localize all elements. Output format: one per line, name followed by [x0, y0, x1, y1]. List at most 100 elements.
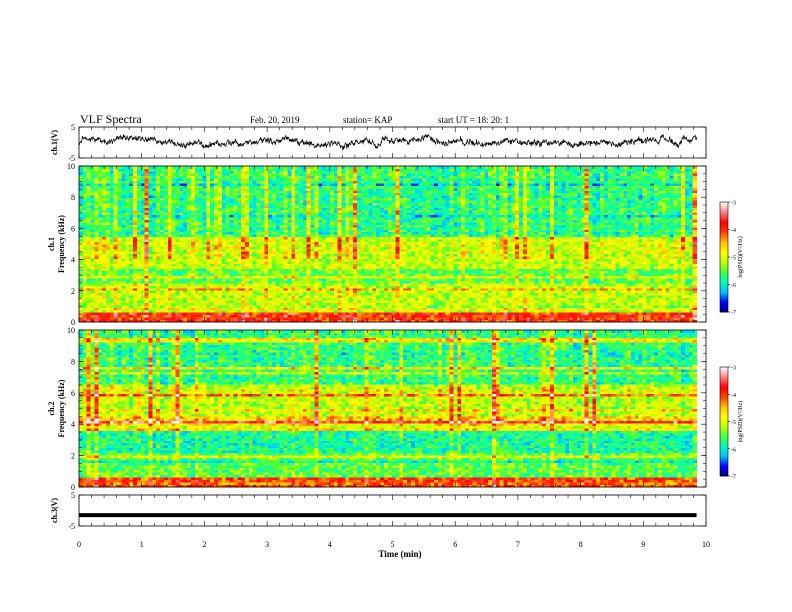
spectrogram-cell — [225, 175, 230, 179]
spectrogram-cell — [106, 246, 111, 250]
spectrogram-cell — [356, 190, 362, 194]
spectrogram-cell — [217, 304, 223, 308]
spectrogram-cell — [337, 244, 342, 247]
spectrogram-cell — [318, 309, 323, 313]
spectrogram-cell — [329, 202, 335, 206]
spectrogram-cell — [264, 263, 269, 267]
spectrogram-cell — [198, 265, 203, 269]
spectrogram-cell — [275, 302, 281, 306]
spectrogram-cell — [94, 200, 99, 203]
spectrogram-cell — [268, 214, 273, 218]
spectrogram-cell — [229, 185, 234, 189]
spectrogram-cell — [272, 273, 277, 277]
spectrogram-cell — [252, 207, 257, 211]
spectrogram-cell — [152, 244, 157, 247]
spectrogram-cell — [94, 234, 99, 238]
spectrogram-cell — [144, 173, 149, 177]
spectrogram-cell — [272, 280, 277, 284]
spectrogram-cell — [302, 170, 308, 174]
spectrogram-cell — [90, 219, 95, 223]
spectrogram-cell — [167, 265, 173, 269]
spectrogram-cell — [248, 214, 254, 218]
spectrogram-cell — [229, 231, 234, 235]
spectrogram-cell — [322, 297, 327, 301]
spectrogram-cell — [144, 224, 149, 228]
spectrogram-cell — [314, 226, 319, 230]
spectrogram-cell — [202, 185, 207, 189]
spectrogram-cell — [318, 212, 323, 216]
spectrogram-cell — [287, 268, 292, 272]
spectrogram-cell — [79, 312, 84, 316]
spectrogram-cell — [129, 287, 134, 291]
spectrogram-cell — [179, 258, 184, 262]
spectrogram-cell — [210, 319, 215, 323]
spectrogram-cell — [237, 195, 242, 199]
spectrogram-cell — [291, 275, 296, 279]
spectrogram-cell — [160, 241, 165, 245]
spectrogram-cell — [117, 246, 122, 250]
spectrogram-cell — [283, 251, 288, 255]
spectrogram-cell — [187, 275, 192, 279]
spectrogram-cell — [287, 302, 292, 306]
spectrogram-cell — [283, 297, 288, 301]
spectrogram-cell — [244, 214, 250, 218]
spectrogram-cell — [368, 192, 373, 196]
spectrogram-cell — [333, 258, 339, 262]
spectrogram-cell — [360, 265, 366, 269]
spectrogram-cell — [160, 268, 165, 272]
spectrogram-cell — [360, 231, 366, 235]
spectrogram-cell — [187, 256, 192, 260]
y-tick-label: -5 — [68, 154, 75, 163]
spectrogram-cell — [90, 195, 95, 199]
spectrogram-cell — [260, 185, 265, 189]
spectrogram-cell — [183, 207, 188, 211]
spectrogram-cell — [353, 236, 358, 240]
spectrogram-cell — [198, 241, 203, 245]
spectrogram-cell — [256, 304, 261, 308]
spectrogram-cell — [233, 224, 238, 228]
spectrogram-cell — [133, 212, 138, 216]
spectrogram-cell — [221, 295, 227, 299]
spectrogram-cell — [237, 265, 242, 269]
spectrogram-cell — [198, 202, 203, 206]
spectrogram-cell — [79, 190, 84, 194]
spectrogram-cell — [322, 219, 327, 223]
spectrogram-cell — [144, 280, 149, 284]
spectrogram-cells — [79, 166, 697, 323]
spectrogram-cell — [318, 297, 323, 301]
spectrogram-cell — [306, 273, 311, 277]
spectrogram-cell — [260, 207, 265, 211]
spectrogram-cell — [221, 190, 227, 194]
spectrogram-cell — [360, 207, 366, 211]
spectrogram-cell — [106, 195, 111, 199]
spectrogram-cell — [217, 244, 223, 247]
spectrogram-cell — [82, 295, 88, 299]
spectrogram-cell — [133, 290, 138, 294]
spectrogram-cell — [333, 212, 339, 216]
spectrogram-cell — [121, 307, 126, 311]
spectrogram-cell — [295, 175, 300, 179]
spectrogram-cell — [291, 195, 296, 199]
spectrogram-cell — [364, 217, 369, 221]
spectrogram-cell — [187, 212, 192, 216]
spectrogram-cell — [275, 166, 281, 169]
spectrogram-cell — [364, 246, 369, 250]
spectrogram-cell — [306, 214, 311, 218]
spectrogram-cell — [260, 248, 265, 252]
spectrogram-cell — [214, 246, 219, 250]
spectrogram-cell — [264, 246, 269, 250]
spectrogram-cell — [133, 224, 138, 228]
spectrogram-cell — [90, 261, 95, 264]
spectrogram-cell — [241, 251, 246, 255]
spectrogram-cell — [333, 195, 339, 199]
spectrogram-cell — [82, 290, 88, 294]
spectrogram-cell — [90, 226, 95, 230]
spectrogram-cell — [144, 168, 149, 172]
spectrogram-cell — [94, 207, 99, 211]
spectrogram-cell — [314, 256, 319, 260]
spectrogram-cell — [183, 280, 188, 284]
spectrogram-cell — [217, 239, 223, 242]
spectrogram-cell — [175, 270, 180, 274]
spectrogram-cell — [133, 173, 138, 177]
